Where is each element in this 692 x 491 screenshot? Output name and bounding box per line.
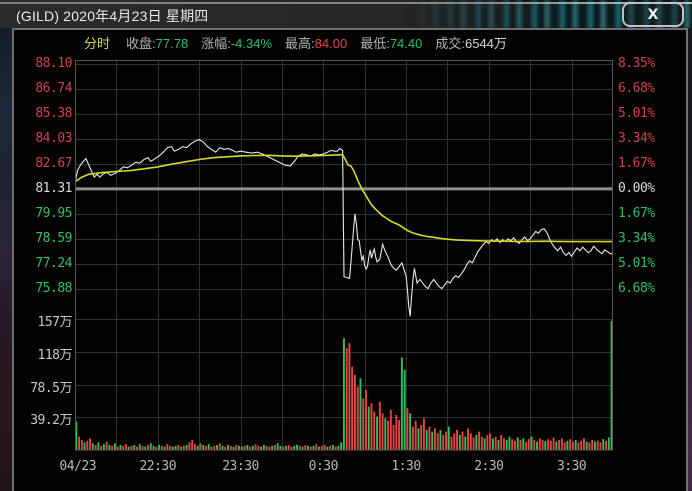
price-label: 84.03 — [35, 130, 72, 146]
chart-frame — [75, 60, 613, 451]
time-label: 23:30 — [222, 459, 259, 474]
percent-label: 3.34% — [618, 230, 655, 246]
percent-label: 6.68% — [618, 80, 655, 96]
percent-label: 0.00% — [618, 180, 655, 196]
price-label: 86.74 — [35, 80, 72, 96]
percent-label: 3.34% — [618, 130, 655, 146]
volume-label: 39.2万 — [30, 413, 72, 429]
time-label: 3:30 — [556, 459, 587, 474]
quote-summary-fields: 收盘:77.78 涨幅:-4.34% 最高:84.00 最低:74.40 成交:6544… — [126, 36, 520, 51]
info-bar: 分时 收盘:77.78 涨幅:-4.34% 最高:84.00 最低:74.40 成交:65… — [14, 31, 692, 57]
quote-field-label: 最低: — [360, 36, 390, 51]
prev-close-line — [75, 187, 613, 191]
quote-field-value: -4.34% — [230, 36, 273, 51]
quote-field-label: 最高: — [285, 36, 315, 51]
volume-label: 157万 — [37, 315, 73, 330]
intraday-chart[interactable] — [75, 60, 613, 451]
background-strip-right — [688, 28, 692, 491]
chart-mode-tab[interactable]: 分时 — [84, 36, 111, 51]
price-label: 77.24 — [35, 255, 72, 271]
volume-label: 78.5万 — [30, 380, 72, 396]
quote-field: 最低:74.40 — [360, 36, 422, 51]
price-label: 75.88 — [35, 280, 72, 296]
quote-field-label: 收盘: — [126, 36, 156, 51]
quote-field-label: 成交: — [435, 36, 465, 51]
volume-bars — [75, 320, 613, 450]
window-top-edge — [0, 2, 692, 4]
time-label: 2:30 — [474, 459, 504, 474]
percent-label: 5.01% — [618, 255, 655, 271]
percent-label: 1.67% — [618, 205, 655, 221]
close-button[interactable]: X — [622, 2, 684, 27]
quote-field-value: 6544万 — [464, 36, 507, 51]
quote-field: 成交:6544万 — [435, 36, 507, 51]
price-line — [75, 138, 613, 317]
window-titlebar[interactable]: (GILD) 2020年4月23日 星期四 — [0, 0, 692, 28]
avg-price-line — [75, 153, 613, 243]
price-label: 85.38 — [35, 105, 72, 121]
price-label: 78.59 — [35, 230, 72, 246]
quote-field: 收盘:77.78 — [126, 36, 188, 51]
window-title: (GILD) 2020年4月23日 星期四 — [16, 8, 209, 24]
percent-label: 1.67% — [618, 155, 655, 171]
time-label: 0:30 — [308, 459, 339, 474]
close-icon: X — [647, 6, 659, 23]
price-label: 79.95 — [35, 205, 72, 221]
quote-field-value: 74.40 — [389, 36, 423, 51]
time-label: 04/23 — [59, 459, 97, 474]
volume-label: 118万 — [37, 347, 73, 363]
price-label: 88.10 — [35, 55, 72, 71]
percent-label: 5.01% — [618, 105, 655, 121]
time-label: 22:30 — [139, 459, 177, 474]
price-label: 82.67 — [35, 155, 72, 171]
quote-field: 涨幅:-4.34% — [201, 36, 272, 51]
price-label: 81.31 — [35, 180, 72, 196]
quote-field-value: 84.00 — [314, 36, 348, 51]
percent-label: 6.68% — [618, 280, 655, 296]
quote-field-value: 77.78 — [155, 36, 189, 51]
time-label: 1:30 — [391, 459, 421, 474]
background-strip-left — [0, 28, 12, 491]
quote-field-label: 涨幅: — [201, 36, 231, 51]
quote-field: 最高:84.00 — [285, 36, 347, 51]
percent-label: 8.35% — [618, 55, 655, 71]
